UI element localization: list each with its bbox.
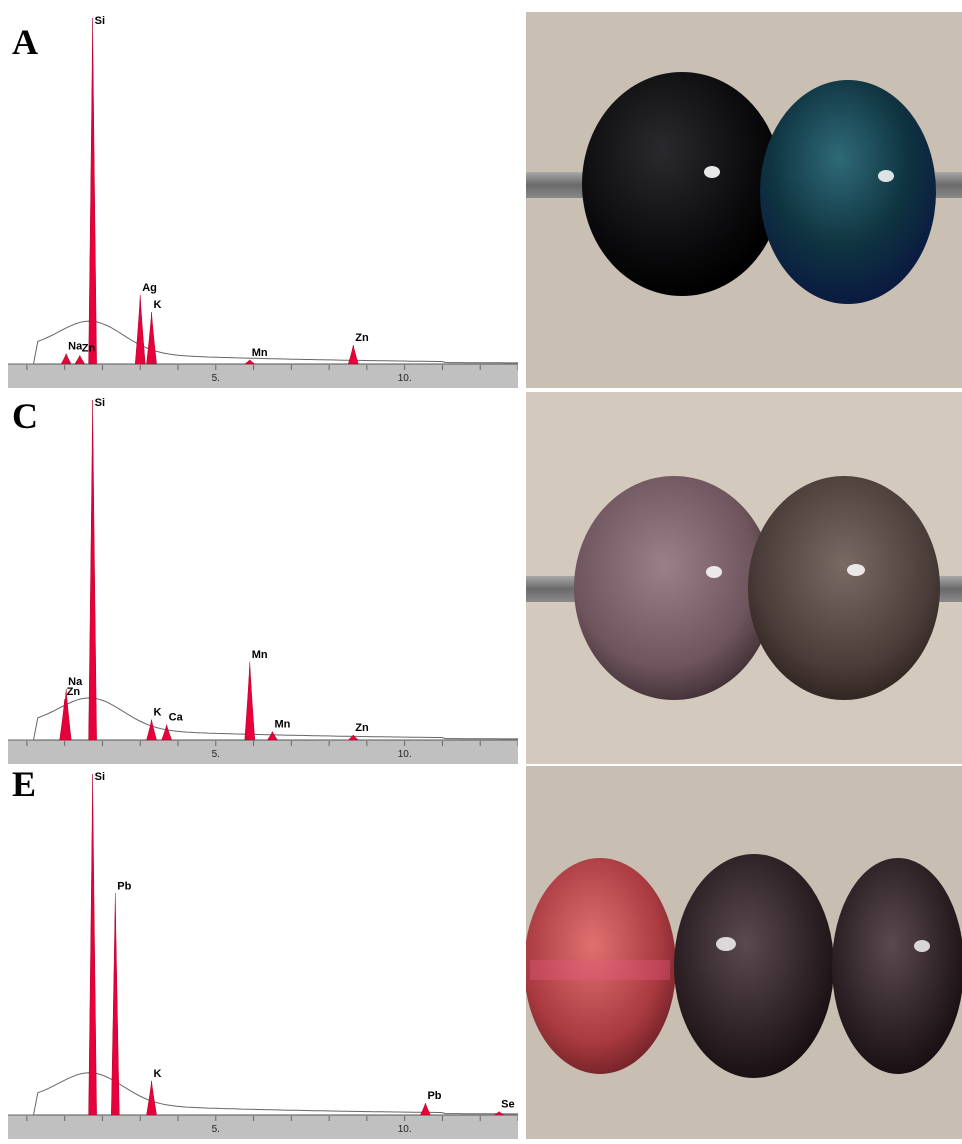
background-continuum-line xyxy=(8,697,518,741)
peak-mn xyxy=(266,730,278,741)
peak-mn xyxy=(244,359,256,365)
photo-d-purple-beads xyxy=(526,392,962,764)
peak-si xyxy=(88,773,97,1116)
x-axis-bar xyxy=(8,364,518,388)
peak-zn xyxy=(347,734,359,741)
spectrum-e: 5. 10. Si Pb K Pb Se xyxy=(8,766,519,1139)
x-tick-label: 10. xyxy=(398,749,412,760)
panel-label-e: E xyxy=(12,764,37,804)
peak-label-mn: Mn xyxy=(252,347,268,359)
peak-label-na: Na xyxy=(68,676,83,688)
peak-label-ag: Ag xyxy=(142,282,157,294)
peak-ca xyxy=(161,724,173,741)
x-axis-bar xyxy=(8,740,518,764)
peak-label-ca: Ca xyxy=(169,712,184,724)
peak-zn xyxy=(74,354,86,365)
peak-label-k: K xyxy=(154,1068,162,1080)
x-tick-label: 5. xyxy=(212,1124,220,1135)
peak-si xyxy=(88,399,97,741)
peak-zn xyxy=(59,699,70,741)
panel-label-c: C xyxy=(12,396,38,436)
x-tick-label: 10. xyxy=(398,1124,412,1135)
peak-k xyxy=(146,312,157,365)
peak-label-si: Si xyxy=(95,397,105,409)
peak-pb xyxy=(111,893,120,1116)
peak-mn xyxy=(244,661,256,741)
peak-label-se: Se xyxy=(501,1099,514,1111)
x-tick-label: 10. xyxy=(398,373,412,384)
peak-label-zn: Zn xyxy=(355,722,369,734)
peak-label-k: K xyxy=(154,299,162,311)
spectrum-c: 5. 10. Si Na Zn K Ca Mn Mn Zn xyxy=(8,392,519,764)
peak-zn xyxy=(347,344,359,365)
peak-pb xyxy=(420,1102,431,1116)
peak-label-mn: Mn xyxy=(252,649,268,661)
peak-se xyxy=(493,1111,506,1116)
x-tick-label: 5. xyxy=(212,373,220,384)
peak-ag xyxy=(134,294,146,365)
photo-f-red-beads xyxy=(526,766,962,1139)
peak-label-mn: Mn xyxy=(274,719,290,731)
peak-label-si: Si xyxy=(95,771,105,783)
x-axis-bar xyxy=(8,1115,518,1139)
spectrum-e-svg: 5. 10. Si Pb K Pb Se xyxy=(8,771,519,1139)
peak-label-pb: Pb xyxy=(117,880,131,892)
peak-na xyxy=(60,352,72,365)
peak-label-zn: Zn xyxy=(355,332,369,344)
beads-d-image xyxy=(526,476,962,700)
peak-k xyxy=(146,719,157,741)
x-tick-label: 5. xyxy=(212,749,220,760)
peak-label-na: Na xyxy=(68,341,83,353)
peak-label-zn: Zn xyxy=(67,686,81,698)
beads-b-image xyxy=(526,72,962,304)
photo-b-black-beads xyxy=(526,12,962,388)
peak-label-pb: Pb xyxy=(427,1090,441,1102)
spectrum-a: 5. 10. Si Ag K Na Zn Mn Zn xyxy=(8,10,519,388)
peak-label-si: Si xyxy=(95,15,105,27)
peak-label-zn: Zn xyxy=(82,342,96,354)
beads-f-image xyxy=(526,854,962,1078)
peak-si xyxy=(88,17,97,365)
peak-k xyxy=(146,1080,157,1116)
peak-label-k: K xyxy=(154,707,162,719)
panel-label-a: A xyxy=(12,22,38,62)
